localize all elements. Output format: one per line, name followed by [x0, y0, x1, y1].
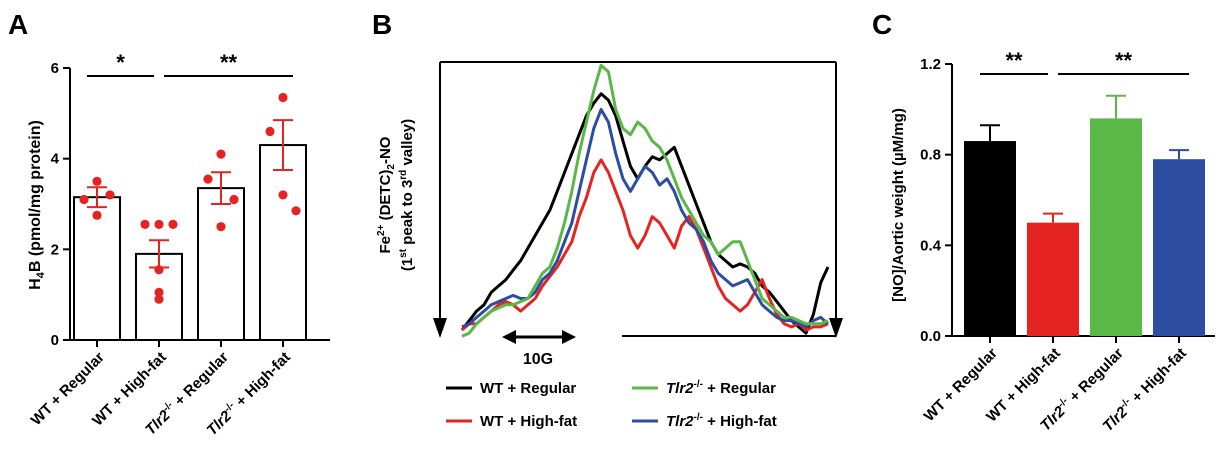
panel-b-ylabel-line1: Fe2+ (DETC)2-NO — [376, 136, 397, 253]
y-tick-label: 0.4 — [920, 237, 942, 254]
bar — [1090, 118, 1142, 337]
panel-letter-c: C — [872, 9, 892, 40]
panel-b-ylabel-line2: (1st peak to 3rd valley) — [398, 119, 416, 271]
data-point — [265, 126, 275, 137]
data-point — [105, 190, 115, 200]
legend-label: Tlr2-/- + Regular — [666, 379, 776, 397]
spectrum-line — [461, 108, 829, 329]
data-point — [216, 222, 226, 232]
data-point — [168, 219, 178, 229]
panel-a-ylabel: H4B (pmol/mg protein) — [27, 120, 47, 290]
y-tick-label: 1.2 — [920, 56, 941, 73]
right-arrowhead — [829, 318, 843, 338]
data-point — [92, 210, 102, 220]
significance-label: ** — [1005, 48, 1023, 73]
data-point — [203, 174, 213, 184]
data-point — [291, 206, 301, 216]
significance-label: ** — [1115, 48, 1133, 73]
bar — [1027, 222, 1079, 336]
spectrum-line — [461, 158, 829, 332]
data-point — [278, 92, 288, 103]
spectrum-line — [461, 63, 829, 338]
data-point — [278, 190, 288, 200]
panel-b-chart: 10G WT + Regular Tlr2-/- + Regular WT + Hig… — [433, 61, 843, 430]
y-tick-label: 4 — [51, 151, 60, 168]
panel-letter-a: A — [8, 9, 28, 40]
y-tick-label: 2 — [51, 241, 59, 258]
panel-letter-b: B — [372, 9, 392, 40]
bar — [964, 141, 1016, 336]
significance-label: * — [116, 50, 125, 75]
scale-label: 10G — [523, 351, 553, 368]
data-point — [154, 287, 164, 297]
data-point — [79, 194, 89, 205]
legend-label: WT + Regular — [480, 380, 576, 397]
y-tick-label: 6 — [51, 60, 59, 77]
scale-arrow-left — [502, 330, 516, 344]
legend-label: WT + High-fat — [480, 413, 577, 430]
data-point — [154, 294, 164, 304]
data-point — [216, 149, 226, 159]
significance-label: ** — [220, 50, 238, 75]
bar — [1153, 159, 1205, 336]
legend-label: Tlr2-/- + High-fat — [666, 412, 777, 430]
data-point — [140, 219, 150, 229]
scale-arrow-right — [562, 330, 576, 344]
y-tick-label: 0.0 — [920, 328, 941, 345]
left-arrowhead — [433, 318, 447, 338]
data-point — [92, 176, 102, 186]
y-tick-label: 0 — [51, 332, 59, 349]
panel-c-ylabel: [NO]/Aortic weight (µM/mg) — [890, 108, 907, 302]
data-point — [229, 194, 239, 205]
data-point — [154, 265, 164, 275]
y-tick-label: 0.8 — [920, 147, 941, 164]
data-point — [154, 219, 164, 229]
bar — [197, 187, 245, 341]
bar — [259, 144, 307, 341]
